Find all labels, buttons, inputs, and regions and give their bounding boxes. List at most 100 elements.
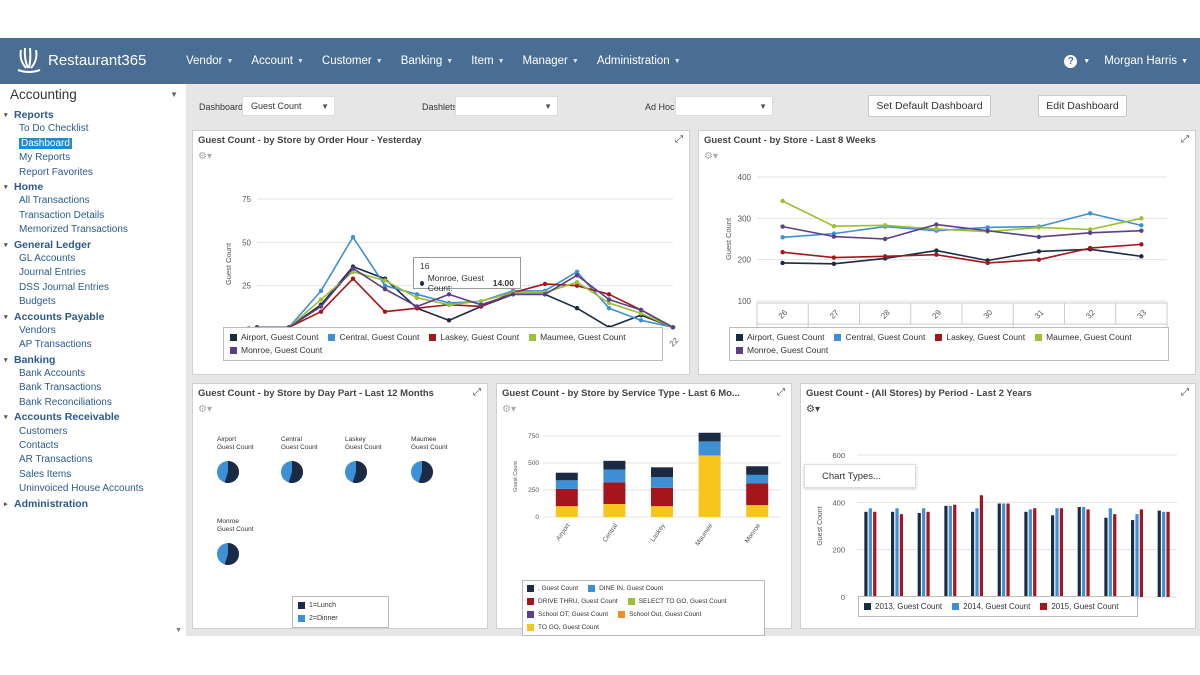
sidebar-item-contacts[interactable]: Contacts xyxy=(0,439,186,453)
nav-customer[interactable]: Customer ▼ xyxy=(322,55,383,67)
legend-item[interactable]: 2=Dinner xyxy=(298,612,338,625)
legend-item[interactable]: SELECT TO GO, Guest Count xyxy=(627,595,727,608)
sidebar-item-bank-accounts[interactable]: Bank Accounts xyxy=(0,367,186,381)
legend-item[interactable]: TO GO, Guest Count xyxy=(527,621,599,634)
legend-item[interactable]: School Out, Guest Count xyxy=(618,608,701,621)
legend-item[interactable]: Monroe, Guest Count xyxy=(230,344,322,357)
help-caret-icon[interactable]: ▼ xyxy=(1083,57,1091,65)
sidebar-item-ap-transactions[interactable]: AP Transactions xyxy=(0,338,186,352)
sidebar-section-general-ledger[interactable]: ▾ General Ledger xyxy=(0,238,186,252)
sidebar-item-report-favorites[interactable]: Report Favorites xyxy=(0,166,186,180)
set-default-dashboard-button[interactable]: Set Default Dashboard xyxy=(868,95,991,117)
pie-slice xyxy=(224,543,239,565)
legend-item[interactable]: Laskey, Guest Count xyxy=(935,331,1025,344)
legend-item[interactable]: , Guest Count xyxy=(527,582,578,595)
sidebar-item-all-transactions[interactable]: All Transactions xyxy=(0,194,186,208)
sidebar-item-my-reports[interactable]: My Reports xyxy=(0,151,186,165)
sidebar-section-banking[interactable]: ▾ Banking xyxy=(0,353,186,367)
brand-logo[interactable]: Restaurant365 xyxy=(16,43,166,77)
legend-item[interactable]: Laskey, Guest Count xyxy=(429,331,519,344)
sidebar-item-ar-transactions[interactable]: AR Transactions xyxy=(0,453,186,467)
sidebar-item-label: AR Transactions xyxy=(19,454,93,466)
adhoc-select[interactable]: ▼ xyxy=(675,96,773,116)
legend-item[interactable]: 2014, Guest Count xyxy=(952,600,1030,613)
nav-manager[interactable]: Manager ▼ xyxy=(523,55,579,67)
sidebar-item-customers[interactable]: Customers xyxy=(0,425,186,439)
chart-types-menu-item[interactable]: Chart Types... xyxy=(804,464,916,488)
legend-item[interactable]: 2015, Guest Count xyxy=(1040,600,1118,613)
data-point xyxy=(606,297,612,302)
sidebar-item-sales-items[interactable]: Sales Items xyxy=(0,468,186,482)
sidebar-item-to-do-checklist[interactable]: To Do Checklist xyxy=(0,122,186,136)
nav-banking[interactable]: Banking ▼ xyxy=(401,55,454,67)
legend-item[interactable]: 1=Lunch xyxy=(298,599,336,612)
gear-icon[interactable]: ⚙▾ xyxy=(198,404,212,415)
bar xyxy=(864,511,868,597)
legend-label: 2014, Guest Count xyxy=(963,602,1031,611)
sidebar-item-dss-journal-entries[interactable]: DSS Journal Entries xyxy=(0,281,186,295)
legend-item[interactable]: Central, Guest Count xyxy=(834,331,925,344)
data-point xyxy=(350,266,356,271)
gear-icon[interactable]: ⚙▾ xyxy=(502,404,516,415)
gear-icon[interactable]: ⚙▾ xyxy=(806,404,820,415)
legend-item[interactable]: Monroe, Guest Count xyxy=(736,344,828,357)
edit-dashboard-button[interactable]: Edit Dashboard xyxy=(1038,95,1127,117)
y-tick-label: 750 xyxy=(528,433,539,440)
sidebar-item-memorized-transactions[interactable]: Memorized Transactions xyxy=(0,223,186,237)
nav-administration[interactable]: Administration ▼ xyxy=(597,55,681,67)
y-tick-label: 200 xyxy=(832,546,845,555)
chart-legend: 1=Lunch 2=Dinner xyxy=(292,596,389,628)
legend-item[interactable]: Airport, Guest Count xyxy=(736,331,824,344)
legend-item[interactable]: DINE IN, Guest Count xyxy=(588,582,663,595)
series-line xyxy=(782,243,1142,264)
legend-item[interactable]: Maumee, Guest Count xyxy=(1035,331,1132,344)
legend-item[interactable]: 2013, Guest Count xyxy=(864,600,942,613)
sidebar-item-vendors[interactable]: Vendors xyxy=(0,324,186,338)
legend-swatch xyxy=(736,347,743,354)
user-menu-caret-icon[interactable]: ▼ xyxy=(1181,57,1188,65)
gear-icon[interactable]: ⚙▾ xyxy=(704,151,718,162)
sidebar-item-dashboard[interactable]: Dashboard xyxy=(0,137,186,151)
chevron-down-icon: ▼ xyxy=(673,57,681,65)
sidebar-item-budgets[interactable]: Budgets xyxy=(0,295,186,309)
adhoc-label: Ad Hoc xyxy=(645,102,675,112)
legend-item[interactable]: DRIVE THRU, Guest Count xyxy=(527,595,618,608)
sidebar-item-bank-reconciliations[interactable]: Bank Reconciliations xyxy=(0,396,186,410)
sidebar-item-bank-transactions[interactable]: Bank Transactions xyxy=(0,381,186,395)
nav-vendor[interactable]: Vendor ▼ xyxy=(186,55,233,67)
help-icon[interactable]: ? xyxy=(1064,54,1078,68)
sidebar-item-transaction-details[interactable]: Transaction Details xyxy=(0,209,186,223)
expand-icon[interactable]: ⤢ xyxy=(1181,134,1189,145)
expand-icon[interactable]: ⤢ xyxy=(777,387,785,398)
sidebar-section-reports[interactable]: ▾ Reports xyxy=(0,108,186,122)
sidebar-item-gl-accounts[interactable]: GL Accounts xyxy=(0,252,186,266)
expand-icon[interactable]: ⤢ xyxy=(1181,387,1189,398)
expand-icon[interactable]: ⤢ xyxy=(473,387,481,398)
nav-item[interactable]: Item ▼ xyxy=(471,55,504,67)
data-point xyxy=(542,292,548,297)
data-point xyxy=(1036,225,1042,230)
bar xyxy=(1024,511,1028,597)
user-name[interactable]: Morgan Harris xyxy=(1104,55,1178,67)
data-point xyxy=(1036,249,1042,254)
legend-item[interactable]: School OT, Guest Count xyxy=(527,608,608,621)
bar-segment xyxy=(746,483,769,506)
sidebar-section-accounts-receivable[interactable]: ▾ Accounts Receivable xyxy=(0,410,186,424)
gear-icon[interactable]: ⚙▾ xyxy=(198,151,212,162)
dashlets-select[interactable]: ▼ xyxy=(455,96,558,116)
scroll-down-icon[interactable]: ▼ xyxy=(175,627,182,634)
legend-item[interactable]: Maumee, Guest Count xyxy=(529,331,626,344)
legend-swatch xyxy=(529,334,537,341)
section-label: Accounts Receivable xyxy=(14,411,120,424)
legend-item[interactable]: Airport, Guest Count xyxy=(230,331,318,344)
sidebar-item-journal-entries[interactable]: Journal Entries xyxy=(0,266,186,280)
dashboard-select[interactable]: Guest Count ▼ xyxy=(242,96,335,116)
expand-icon[interactable]: ⤢ xyxy=(675,134,683,145)
nav-account[interactable]: Account ▼ xyxy=(251,55,304,67)
sidebar-collapse-icon[interactable]: ▼ xyxy=(170,90,178,99)
sidebar-section-accounts-payable[interactable]: ▾ Accounts Payable xyxy=(0,309,186,323)
sidebar-section-home[interactable]: ▾ Home xyxy=(0,180,186,194)
sidebar-section-administration[interactable]: ▸ Administration xyxy=(0,497,186,511)
legend-item[interactable]: Central, Guest Count xyxy=(328,331,419,344)
sidebar-item-uninvoiced-house-accounts[interactable]: Uninvoiced House Accounts xyxy=(0,482,186,496)
